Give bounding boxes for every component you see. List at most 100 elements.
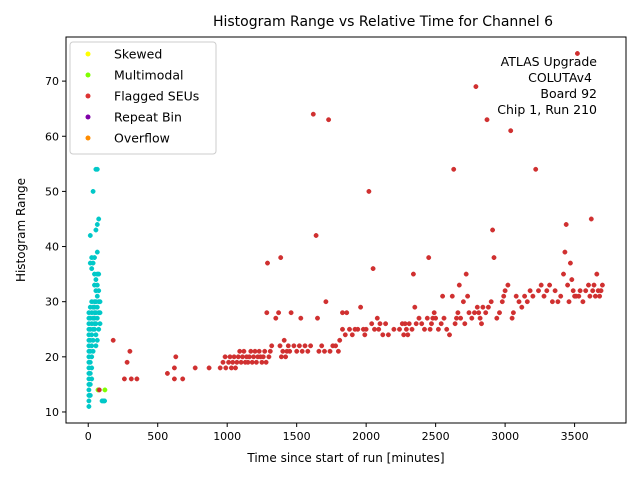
data-point	[580, 299, 586, 305]
data-point	[374, 315, 380, 321]
legend-box	[69, 41, 217, 155]
plot-frame	[65, 36, 627, 424]
data-point	[460, 299, 466, 305]
data-point	[577, 288, 583, 294]
annotation-line-4: Chip 1, Run 210	[497, 102, 597, 117]
data-point	[87, 370, 93, 376]
data-point	[127, 348, 133, 354]
data-point	[438, 321, 444, 327]
data-point	[267, 348, 273, 354]
data-point	[285, 343, 291, 349]
data-point	[256, 348, 262, 354]
legend-marker	[85, 114, 91, 120]
data-point	[251, 354, 257, 360]
data-point	[463, 271, 469, 277]
x-tick-label: 500	[147, 430, 168, 443]
data-point	[110, 337, 116, 343]
data-point	[283, 354, 289, 360]
data-point	[134, 376, 140, 382]
data-point	[93, 277, 99, 283]
run-annotation: ATLAS Upgrade COLUTAv4 Board 92 Chip 1, …	[497, 54, 597, 117]
data-point	[238, 359, 244, 365]
annotation-line-2: COLUTAv4	[528, 70, 592, 85]
data-point	[422, 326, 427, 332]
data-point	[92, 255, 97, 261]
data-point	[326, 117, 332, 123]
data-point	[516, 299, 522, 305]
legend-label: Repeat Bin	[114, 110, 182, 125]
legend-marker	[85, 93, 91, 99]
data-point	[555, 299, 561, 305]
data-point	[472, 310, 477, 316]
data-point	[93, 321, 99, 327]
data-point	[340, 310, 345, 316]
data-point	[405, 332, 411, 338]
data-point	[369, 321, 375, 327]
data-point	[491, 255, 497, 261]
data-point	[477, 315, 483, 321]
data-point	[594, 271, 600, 277]
data-point	[237, 348, 243, 354]
data-point	[192, 365, 198, 371]
data-point	[313, 233, 319, 238]
data-point	[505, 282, 511, 288]
data-point	[280, 348, 286, 354]
x-axis-label: Time since start of run [minutes]	[246, 451, 444, 465]
data-point	[488, 299, 494, 305]
data-point	[465, 293, 471, 299]
legend-label: Overflow	[114, 131, 170, 146]
data-point	[401, 332, 407, 338]
data-point	[322, 348, 327, 354]
data-point	[586, 282, 591, 288]
annotation-line-3: Board 92	[540, 86, 597, 101]
data-point	[90, 188, 96, 194]
data-point	[231, 354, 237, 360]
data-point	[235, 354, 241, 360]
data-point	[263, 359, 269, 365]
data-point	[474, 304, 480, 310]
data-point	[94, 315, 100, 321]
data-point	[509, 315, 515, 321]
data-point	[402, 321, 408, 327]
data-point	[217, 365, 223, 371]
y-tick-label: 20	[45, 351, 59, 364]
data-point	[234, 359, 240, 365]
data-point	[87, 233, 93, 238]
data-point	[366, 188, 372, 194]
y-tick-label: 60	[45, 130, 59, 143]
data-point	[372, 326, 377, 332]
legend-marker	[85, 135, 91, 141]
data-point	[96, 326, 102, 332]
data-point	[96, 387, 102, 393]
data-point	[319, 343, 325, 349]
y-axis-label: Histogram Range	[14, 178, 28, 282]
data-point	[206, 365, 212, 371]
data-point	[431, 310, 437, 316]
data-point	[494, 315, 500, 321]
data-point	[440, 293, 446, 299]
x-tick-label: 1500	[283, 430, 311, 443]
data-point	[92, 326, 97, 332]
data-point	[252, 348, 258, 354]
data-point	[349, 332, 355, 338]
data-point	[342, 332, 348, 338]
data-point	[96, 216, 102, 222]
x-tick-label: 1000	[213, 430, 241, 443]
data-point	[490, 227, 496, 233]
data-point	[510, 310, 516, 316]
data-point	[412, 304, 418, 310]
data-point	[587, 293, 593, 299]
data-point	[305, 348, 311, 354]
data-point	[433, 315, 439, 321]
data-point	[566, 299, 572, 305]
data-point	[497, 310, 502, 316]
data-point	[281, 337, 287, 343]
data-point	[447, 332, 452, 338]
data-point	[538, 282, 544, 288]
data-point	[558, 293, 564, 299]
data-point	[456, 282, 462, 288]
data-point	[427, 326, 433, 332]
y-tick-label: 10	[45, 406, 59, 419]
legend-marker	[85, 51, 91, 57]
data-point	[230, 359, 236, 365]
